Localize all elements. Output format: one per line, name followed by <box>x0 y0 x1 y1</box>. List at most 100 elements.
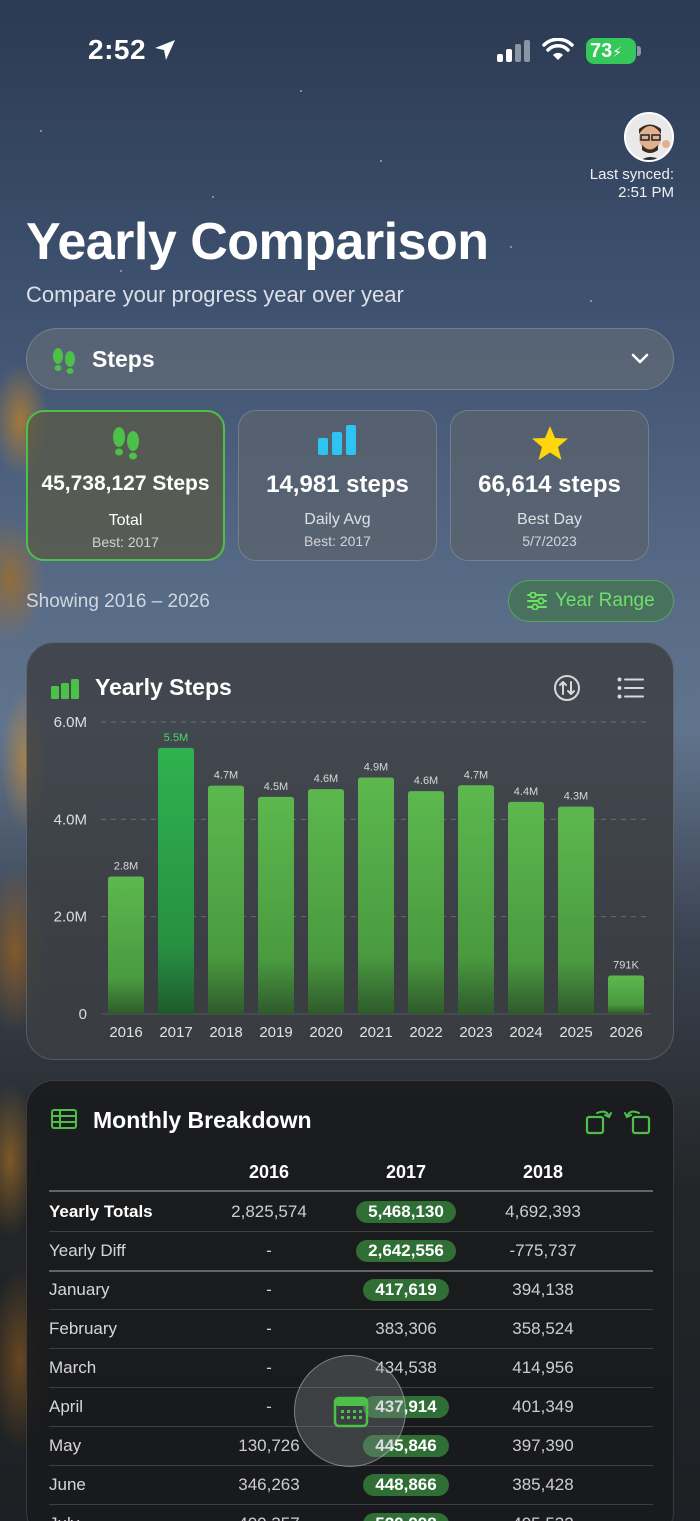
table-divider <box>49 1504 653 1505</box>
rotate-right-icon[interactable] <box>623 1105 651 1135</box>
table-cell: 4,692,393 <box>478 1192 608 1231</box>
row-label: February <box>49 1319 118 1338</box>
metric-selector[interactable]: Steps <box>26 328 674 390</box>
stat-card-daily-avg[interactable]: 14,981 steps Daily Avg Best: 2017 <box>238 410 437 561</box>
table-cell: - <box>204 1387 334 1426</box>
table-divider <box>49 1190 653 1192</box>
table-divider <box>49 1231 653 1232</box>
cell-value: 358,524 <box>512 1319 574 1338</box>
chart-title: Yearly Steps <box>95 674 232 700</box>
table-cell: 5,468,130 <box>341 1192 471 1231</box>
bar-chart-icon <box>51 679 79 699</box>
stat-card-total[interactable]: 45,738,127 Steps Total Best: 2017 <box>26 410 225 561</box>
table-divider <box>49 1348 653 1349</box>
bar-2026 <box>608 975 644 1014</box>
cell-value: 130,726 <box>238 1436 300 1455</box>
avatar[interactable] <box>624 112 674 162</box>
table-row: Yearly Diff - 2,642,556 -775,737 -230 <box>49 1231 653 1270</box>
column-header-year[interactable]: 2018 <box>522 1162 564 1182</box>
highlight-value-pill: 417,619 <box>363 1279 449 1301</box>
x-tick-label: 2023 <box>459 1024 492 1041</box>
x-tick-label: 2021 <box>359 1024 392 1041</box>
table-cell: 358,524 <box>478 1309 608 1348</box>
status-time: 2:52 <box>88 34 147 65</box>
table-cell: 2,642,556 <box>341 1231 471 1270</box>
table-row: January - 417,619 394,138 355 <box>49 1270 653 1309</box>
cell-value: 346,263 <box>238 1475 300 1494</box>
data-label: 4.6M <box>414 775 438 787</box>
battery-cap <box>637 46 641 56</box>
y-tick-label: 0 <box>79 1006 87 1023</box>
sliders-icon <box>527 592 547 610</box>
year-range-button[interactable]: Year Range <box>508 580 674 622</box>
stat-name: Daily Avg <box>304 511 371 528</box>
cell-value: 401,349 <box>512 1397 574 1416</box>
bar-2022 <box>408 791 444 1014</box>
table-row: Yearly Totals 2,825,574 5,468,130 4,692,393… <box>49 1192 653 1231</box>
table-cell: 346,263 <box>204 1465 334 1504</box>
page-subtitle: Compare your progress year over year <box>26 282 404 307</box>
highlight-value-pill: 2,642,556 <box>356 1240 456 1262</box>
x-tick-label: 2020 <box>309 1024 342 1041</box>
calendar-fab-button[interactable] <box>294 1355 406 1467</box>
cell-value: 400,357 <box>238 1514 299 1521</box>
y-tick-label: 4.0M <box>54 811 87 828</box>
column-header-year[interactable]: 2016 <box>248 1162 290 1182</box>
yearly-steps-chart: 0 2.0M 4.0M 6.0M 2.8M 2016 5.5M 2017 4.7M 2018 4.5… <box>54 714 651 1041</box>
table-cell: -230 <box>615 1231 653 1270</box>
data-label: 2.8M <box>114 860 138 872</box>
battery-indicator: 73⚡ <box>586 38 636 64</box>
stat-sub: Best: 2017 <box>92 534 159 550</box>
x-tick-label: 2024 <box>509 1024 542 1041</box>
bar-2016 <box>108 876 144 1014</box>
table-cell: 354 <box>615 1465 653 1504</box>
table-divider <box>49 1270 653 1272</box>
row-label: March <box>49 1358 97 1377</box>
column-header-year[interactable]: 20 <box>615 1153 653 1192</box>
bar-chart-icon <box>317 425 356 455</box>
cell-value: 2,825,574 <box>231 1202 307 1221</box>
table-cell: - <box>204 1348 334 1387</box>
list-icon[interactable] <box>617 677 645 699</box>
table-cell: - <box>204 1231 334 1270</box>
page-title: Yearly Comparison <box>26 213 489 271</box>
table-cell: 401,349 <box>478 1387 608 1426</box>
table-cell: 400,357 <box>204 1504 334 1521</box>
stat-value: 14,981 steps <box>266 471 409 498</box>
data-label: 4.7M <box>214 770 238 782</box>
last-synced-time: 2:51 PM <box>618 184 674 201</box>
bar-2018 <box>208 785 244 1014</box>
column-header-year[interactable]: 2017 <box>385 1162 427 1182</box>
data-label: 4.6M <box>314 773 338 785</box>
metric-selector-label: Steps <box>92 346 155 372</box>
x-tick-label: 2019 <box>259 1024 292 1041</box>
cell-value: 4,692,393 <box>505 1202 581 1221</box>
table-cell: 130,726 <box>204 1426 334 1465</box>
table-cell: 371, <box>615 1348 653 1387</box>
table-cell: 341, <box>615 1387 653 1426</box>
data-label: 5.5M <box>164 732 188 744</box>
table-cell: 394,138 <box>478 1270 608 1309</box>
y-tick-label: 6.0M <box>54 714 87 731</box>
sort-toggle-icon[interactable] <box>553 674 581 702</box>
x-tick-label: 2016 <box>109 1024 142 1041</box>
cell-value: 397,390 <box>512 1436 574 1455</box>
highlight-value-pill: 448,866 <box>363 1474 449 1496</box>
row-label: January <box>49 1280 110 1299</box>
table-cell: -775,737 <box>478 1231 608 1270</box>
data-label: 4.3M <box>564 791 588 803</box>
cell-value: 394,138 <box>512 1280 574 1299</box>
stat-card-best-day[interactable]: 66,614 steps Best Day 5/7/2023 <box>450 410 649 561</box>
stat-value: 66,614 steps <box>478 471 621 498</box>
row-label: Yearly Diff <box>49 1241 126 1260</box>
table-icon <box>51 1109 77 1129</box>
stat-value: 45,738,127 Steps <box>41 472 210 495</box>
x-tick-label: 2022 <box>409 1024 442 1041</box>
table-row: July 400,357 520,998 405,532 377 <box>49 1504 653 1521</box>
rotate-left-icon[interactable] <box>585 1105 613 1135</box>
table-cell: 373, <box>615 1426 653 1465</box>
row-label: June <box>49 1475 86 1494</box>
cell-value: 385,428 <box>512 1475 574 1494</box>
cell-value: - <box>266 1319 272 1338</box>
x-tick-label: 2025 <box>559 1024 592 1041</box>
